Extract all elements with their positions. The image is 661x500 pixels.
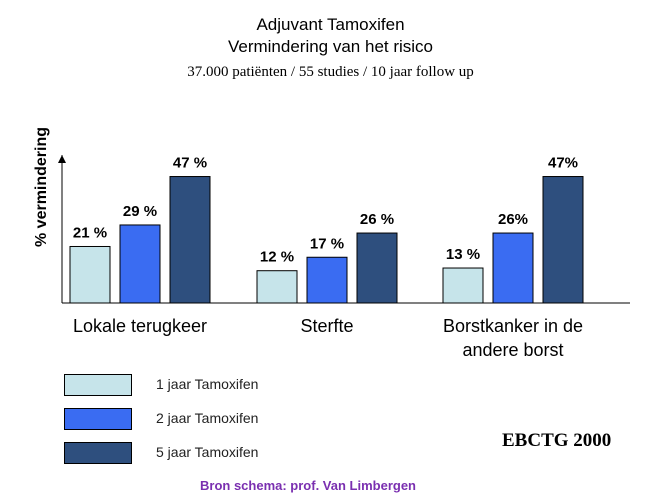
legend-swatch <box>64 442 132 464</box>
chart-subtitle: 37.000 patiënten / 55 studies / 10 jaar … <box>187 64 474 80</box>
bar-value-label: 21 % <box>73 224 107 241</box>
bar-value-label: 47 % <box>173 155 207 172</box>
category-label: Sterfte <box>300 316 353 336</box>
chart-title-line2: Vermindering van het risico <box>227 37 434 56</box>
bar-value-label: 47% <box>548 155 578 172</box>
legend-label: 5 jaar Tamoxifen <box>156 444 259 460</box>
legend-swatch <box>64 408 132 430</box>
bar <box>69 245 111 304</box>
source-note: Bron schema: prof. Van Limbergen <box>200 478 416 493</box>
bar <box>542 176 584 304</box>
legend-label: 1 jaar Tamoxifen <box>156 376 259 392</box>
bar-value-label: 17 % <box>310 235 344 252</box>
legend-swatch <box>64 374 132 396</box>
bar-value-label: 26% <box>498 211 528 228</box>
bar-value-label: 26 % <box>360 211 394 228</box>
category-label: Borstkanker in de <box>443 316 583 336</box>
bar <box>492 232 534 304</box>
bar-value-label: 12 % <box>260 249 294 266</box>
bar-chart: % vermindering 21 % 12 % 13 % 29 % 17 % 26% 47 … <box>33 127 630 360</box>
legend-label: 2 jaar Tamoxifen <box>156 410 259 426</box>
bar <box>169 176 211 304</box>
y-axis-label: % vermindering <box>33 127 50 247</box>
ebctg-stamp: EBCTG 2000 <box>502 430 612 451</box>
bar <box>306 256 348 304</box>
bar <box>442 267 484 304</box>
category-label: andere borst <box>462 340 563 360</box>
bar <box>119 224 161 304</box>
bar-value-label: 13 % <box>446 246 480 263</box>
bar-value-label: 29 % <box>123 203 157 220</box>
y-axis-arrow <box>58 155 66 163</box>
bar <box>356 232 398 304</box>
chart-title: Adjuvant Tamoxifen <box>256 15 405 34</box>
category-label: Lokale terugkeer <box>73 316 207 336</box>
bar <box>256 270 298 304</box>
